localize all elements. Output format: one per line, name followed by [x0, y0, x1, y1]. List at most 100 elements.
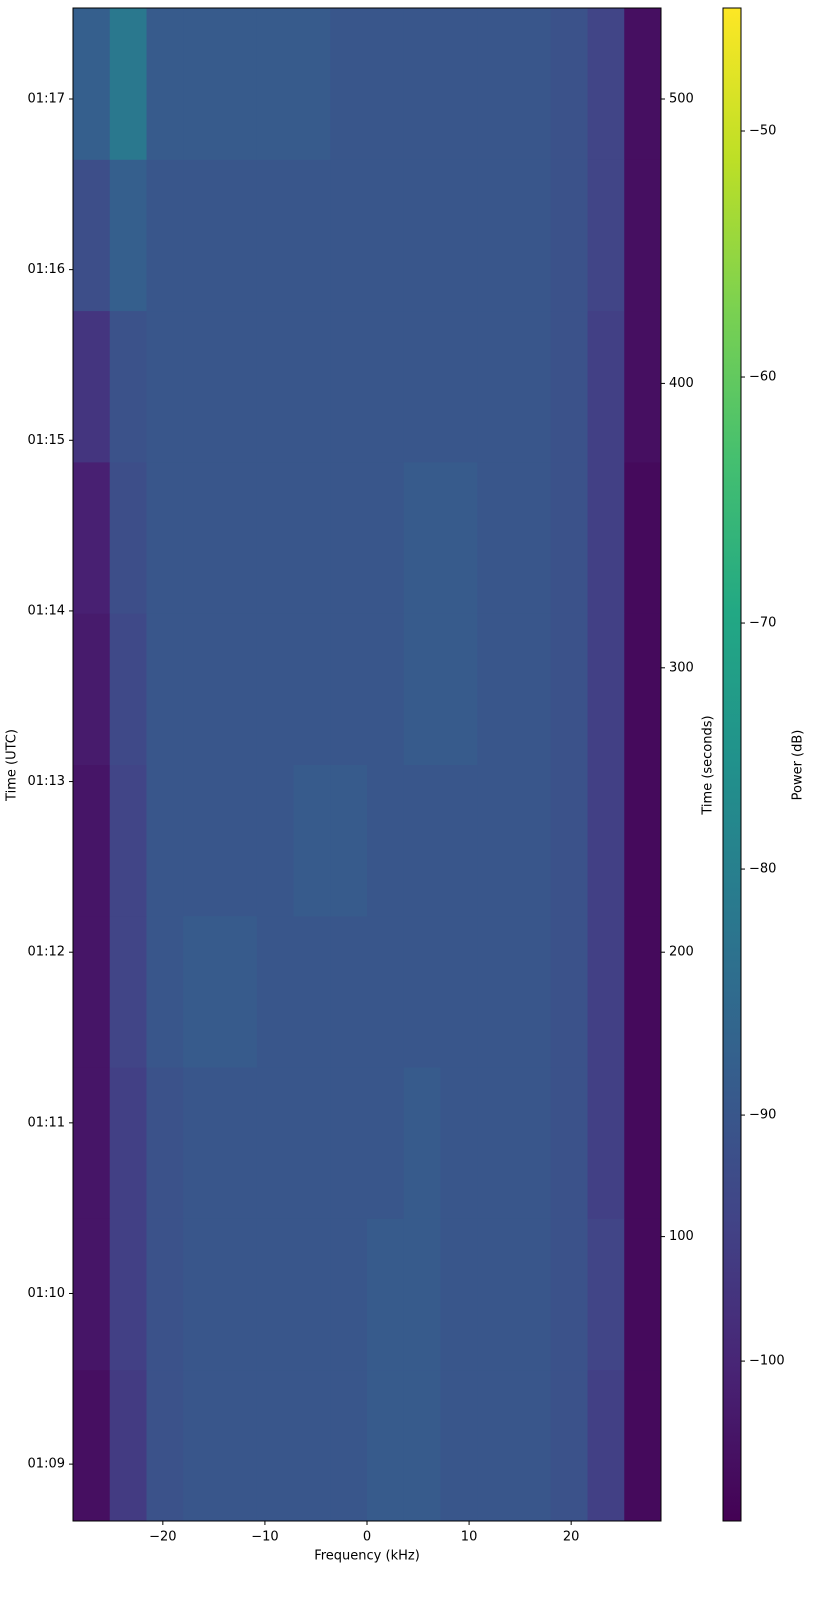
heatmap-cell [550, 159, 588, 312]
heatmap-cell [624, 159, 662, 312]
colorbar [722, 7, 742, 1522]
heatmap-cell [440, 1067, 478, 1219]
heatmap-cell [550, 613, 588, 765]
heatmap-cell [109, 1067, 147, 1219]
y-tick-label: 01:17 [28, 92, 65, 107]
heatmap-cell [256, 613, 294, 765]
heatmap-cell [550, 461, 588, 614]
colorbar-tick-label: −80 [749, 862, 776, 877]
heatmap-cell [403, 613, 441, 765]
heatmap-cell [624, 613, 662, 765]
heatmap-cell [256, 1067, 294, 1219]
colorbar-tick-label: −100 [749, 1354, 785, 1369]
heatmap-cell [293, 1067, 331, 1219]
heatmap-cell [624, 461, 662, 614]
heatmap-cell [403, 8, 441, 160]
heatmap-cell [256, 764, 294, 917]
x-tick-label: 0 [363, 1530, 371, 1545]
heatmap-cell [440, 915, 478, 1068]
heatmap-cell [477, 310, 515, 463]
heatmap-cell [109, 8, 147, 160]
heatmap-cell [477, 461, 515, 614]
heatmap-cell [477, 613, 515, 765]
heatmap-cell [587, 915, 625, 1068]
heatmap-cell [587, 8, 625, 160]
heatmap-cell [514, 1067, 552, 1219]
heatmap-cell [183, 613, 221, 765]
colorbar-tick-label: −70 [749, 616, 776, 631]
heatmap-cell [293, 461, 331, 614]
heatmap-cell [220, 1369, 258, 1522]
heatmap-cell [73, 1067, 111, 1219]
y-tick-label: 01:11 [28, 1115, 65, 1130]
x-tick-label: −20 [149, 1530, 176, 1545]
heatmap-cell [293, 310, 331, 463]
heatmap-cell [514, 461, 552, 614]
heatmap-cell [587, 1067, 625, 1219]
heatmap-cell [403, 159, 441, 312]
heatmap-cell [440, 8, 478, 160]
heatmap [73, 8, 662, 1522]
heatmap-cell [183, 1067, 221, 1219]
y-tick-label: 01:15 [28, 433, 65, 448]
heatmap-cell [109, 764, 147, 917]
heatmap-cell [256, 8, 294, 160]
heatmap-cell [440, 159, 478, 312]
heatmap-cell [183, 159, 221, 312]
heatmap-cell [477, 159, 515, 312]
heatmap-cell [109, 159, 147, 312]
heatmap-cell [73, 310, 111, 463]
heatmap-cell [183, 764, 221, 917]
heatmap-cell [220, 764, 258, 917]
heatmap-cell [73, 1369, 111, 1522]
heatmap-cell [477, 764, 515, 917]
heatmap-cell [367, 613, 405, 765]
heatmap-cell [109, 1369, 147, 1522]
heatmap-cell [367, 1067, 405, 1219]
heatmap-cell [293, 1369, 331, 1522]
heatmap-cell [293, 1218, 331, 1371]
heatmap-cell [367, 159, 405, 312]
heatmap-cell [183, 310, 221, 463]
heatmap-cell [220, 461, 258, 614]
heatmap-cell [220, 915, 258, 1068]
heatmap-cell [403, 461, 441, 614]
heatmap-cell [256, 461, 294, 614]
heatmap-cell [514, 159, 552, 312]
heatmap-cell [256, 1369, 294, 1522]
heatmap-cell [73, 159, 111, 312]
heatmap-cell [109, 1218, 147, 1371]
y2-tick-label: 200 [669, 945, 694, 960]
heatmap-cell [293, 915, 331, 1068]
heatmap-cell [367, 764, 405, 917]
heatmap-cell [330, 915, 368, 1068]
heatmap-cell [330, 1369, 368, 1522]
heatmap-cell [367, 1369, 405, 1522]
heatmap-cell [403, 1067, 441, 1219]
heatmap-cell [624, 1218, 662, 1371]
heatmap-cell [403, 1218, 441, 1371]
heatmap-cell [587, 461, 625, 614]
heatmap-cell [146, 1369, 184, 1522]
heatmap-cell [587, 159, 625, 312]
heatmap-cell [330, 8, 368, 160]
y2-tick-label: 500 [669, 92, 694, 107]
heatmap-cell [440, 1218, 478, 1371]
heatmap-cell [477, 1067, 515, 1219]
heatmap-cell [330, 159, 368, 312]
y2-axis-label: Time (seconds) [701, 715, 716, 815]
heatmap-cell [146, 1218, 184, 1371]
heatmap-cell [146, 613, 184, 765]
heatmap-cell [624, 1369, 662, 1522]
heatmap-cell [550, 1218, 588, 1371]
heatmap-cell [220, 159, 258, 312]
x-axis-label: Frequency (kHz) [314, 1549, 420, 1564]
y-tick-label: 01:12 [28, 945, 65, 960]
heatmap-cell [367, 1218, 405, 1371]
heatmap-cell [293, 8, 331, 160]
heatmap-cell [146, 310, 184, 463]
y-tick-label: 01:13 [28, 774, 65, 789]
heatmap-cell [477, 915, 515, 1068]
y-tick-label: 01:16 [28, 262, 65, 277]
